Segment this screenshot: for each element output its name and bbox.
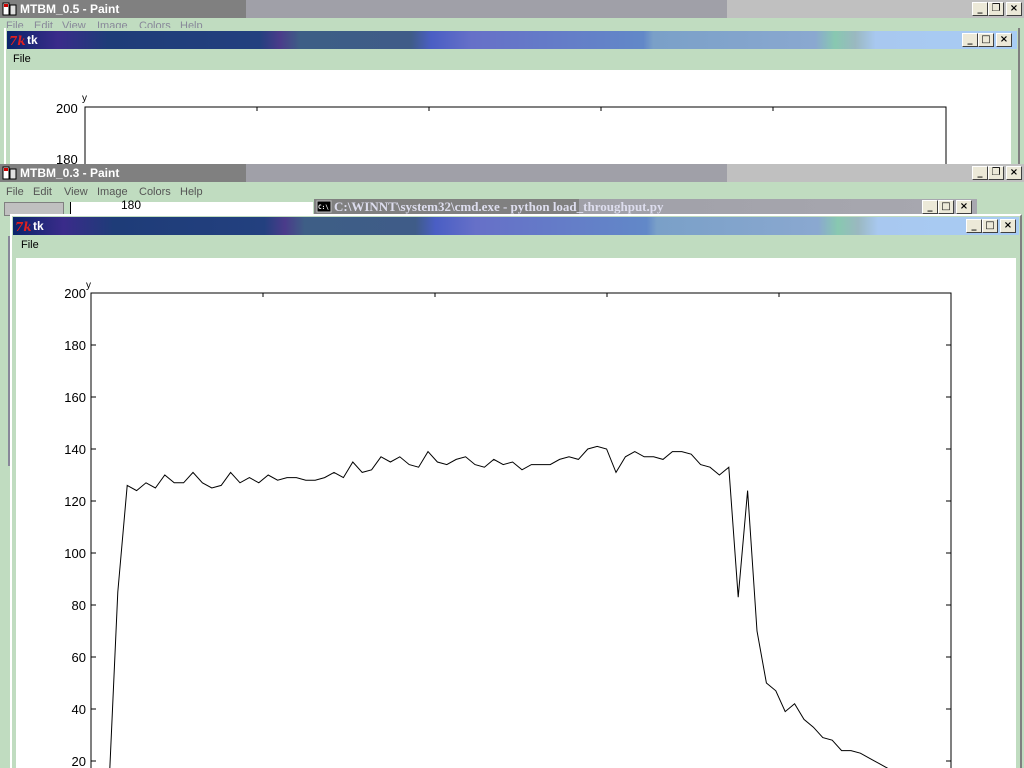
tk-back-titlebar[interactable]: 7k tk — [7, 31, 1017, 49]
maximize-button[interactable]: □ — [982, 219, 998, 233]
maximize-button[interactable]: □ — [978, 33, 994, 47]
throughput-line-chart: 200 180 160 140 120 100 80 60 40 20 y — [64, 280, 952, 768]
close-button[interactable]: × — [1006, 2, 1022, 16]
menu-image[interactable]: Image — [97, 20, 128, 28]
menu-file[interactable]: File — [21, 239, 39, 251]
restore-button[interactable]: ❐ — [988, 2, 1004, 16]
y-tick-label: 200 — [56, 101, 78, 116]
menu-colors[interactable]: Colors — [139, 20, 171, 28]
y-tick-label: 180 — [56, 152, 78, 167]
close-button[interactable]: × — [956, 200, 972, 214]
menu-view[interactable]: View — [64, 186, 88, 198]
y-axis-ticks: 200 180 160 140 120 100 80 60 40 20 — [64, 286, 951, 768]
window-title: MTBM_0.5 - Paint — [20, 2, 120, 16]
menu-colors[interactable]: Colors — [139, 186, 171, 198]
y-tick-label: 80 — [72, 598, 86, 613]
paint-back-menubar: File Edit View Image Colors Help — [0, 18, 1024, 28]
minimize-button[interactable]: _ — [922, 200, 938, 214]
minimize-button[interactable]: _ — [962, 33, 978, 47]
y-tick-label: 200 — [64, 286, 86, 301]
paint-app-icon — [2, 165, 18, 181]
cmd-icon: C:\ — [316, 199, 332, 215]
menu-file[interactable]: File — [6, 186, 24, 198]
menu-file[interactable]: File — [13, 53, 31, 65]
tk-front-titlebar[interactable]: 7k tk — [13, 217, 1019, 235]
cmd-titlebar[interactable]: C:\ C:\WINNT\system32\cmd.exe - python l… — [314, 199, 977, 215]
window-title: tk — [27, 33, 38, 47]
menu-edit[interactable]: Edit — [34, 20, 53, 28]
svg-text:7k: 7k — [9, 34, 25, 48]
y-tick-label: 100 — [64, 546, 86, 561]
paint-front-menubar: File Edit View Image Colors Help — [0, 182, 1024, 202]
menu-view[interactable]: View — [62, 20, 86, 28]
y-tick-label: 180 — [121, 198, 142, 212]
menu-help[interactable]: Help — [180, 20, 203, 28]
y-tick-label: 20 — [72, 754, 86, 768]
y-axis-label: y — [86, 280, 91, 291]
window-title: C:\WINNT\system32\cmd.exe - python load_… — [334, 199, 664, 214]
paint-app-icon — [2, 1, 18, 17]
close-button[interactable]: × — [996, 33, 1012, 47]
paint-back-titlebar[interactable]: MTBM_0.5 - Paint — [0, 0, 1024, 18]
y-tick-label: 60 — [72, 650, 86, 665]
tk-feather-icon: 7k — [9, 32, 26, 48]
menu-help[interactable]: Help — [180, 186, 203, 198]
svg-text:C:\: C:\ — [318, 204, 329, 211]
y-tick-label: 140 — [64, 442, 86, 457]
minimize-button[interactable]: _ — [972, 166, 988, 180]
plot-frame — [90, 292, 952, 768]
tk-back-canvas: y 200 180 — [10, 70, 1011, 167]
window-title: tk — [33, 219, 44, 233]
tk-front-menubar: File — [13, 235, 1019, 257]
menu-file[interactable]: File — [6, 20, 24, 28]
x-tick-marks — [262, 293, 780, 297]
maximize-button[interactable]: □ — [938, 200, 954, 214]
tk-plot-canvas: 200 180 160 140 120 100 80 60 40 20 y — [16, 258, 1016, 768]
minimize-button[interactable]: _ — [972, 2, 988, 16]
window-title: MTBM_0.3 - Paint — [20, 166, 120, 180]
tk-feather-icon: 7k — [15, 218, 32, 234]
y-tick-label: 160 — [64, 390, 86, 405]
series-line — [109, 445, 889, 768]
paint-canvas-peek: 180 — [70, 198, 313, 214]
y-tick-label: 120 — [64, 494, 86, 509]
menu-image[interactable]: Image — [97, 186, 128, 198]
y-axis-label: y — [82, 93, 87, 104]
tk-back-menubar: File — [7, 49, 1017, 69]
restore-button[interactable]: ❐ — [988, 166, 1004, 180]
menu-edit[interactable]: Edit — [33, 186, 52, 198]
close-button[interactable]: × — [1006, 166, 1022, 180]
minimize-button[interactable]: _ — [966, 219, 982, 233]
y-tick-label: 40 — [72, 702, 86, 717]
y-tick-label: 180 — [64, 338, 86, 353]
close-button[interactable]: × — [1000, 219, 1016, 233]
paint-front-titlebar[interactable]: MTBM_0.3 - Paint — [0, 164, 1024, 182]
svg-text:7k: 7k — [15, 220, 31, 234]
